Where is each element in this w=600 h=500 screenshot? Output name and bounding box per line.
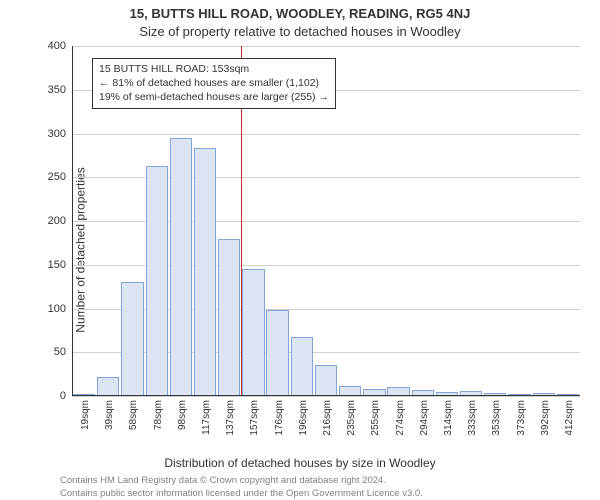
y-tick-label: 350 bbox=[32, 84, 72, 96]
y-tick-label: 300 bbox=[32, 128, 72, 140]
x-tick-label: 235sqm bbox=[346, 396, 357, 436]
y-tick-label: 400 bbox=[32, 40, 72, 52]
plot-border-bottom bbox=[72, 395, 580, 396]
bar bbox=[170, 138, 192, 396]
bar bbox=[242, 269, 264, 396]
bar bbox=[194, 148, 216, 396]
y-tick-label: 150 bbox=[32, 259, 72, 271]
x-tick-label: 137sqm bbox=[225, 396, 236, 436]
x-tick-label: 274sqm bbox=[395, 396, 406, 436]
x-tick-label: 157sqm bbox=[249, 396, 260, 436]
annotation-box: 15 BUTTS HILL ROAD: 153sqm ← 81% of deta… bbox=[92, 58, 336, 109]
y-tick-label: 100 bbox=[32, 303, 72, 315]
x-tick-label: 196sqm bbox=[298, 396, 309, 436]
annotation-line3: 19% of semi-detached houses are larger (… bbox=[99, 90, 329, 104]
x-tick-label: 294sqm bbox=[419, 396, 430, 436]
x-tick-label: 98sqm bbox=[177, 396, 188, 430]
y-tick-label: 250 bbox=[32, 171, 72, 183]
chart-title-sub: Size of property relative to detached ho… bbox=[0, 24, 600, 39]
plot-area: 050100150200250300350400 19sqm39sqm58sqm… bbox=[72, 46, 580, 396]
plot-border-left bbox=[72, 46, 73, 396]
x-tick-label: 412sqm bbox=[564, 396, 575, 436]
x-tick-label: 314sqm bbox=[443, 396, 454, 436]
x-axis-label: Distribution of detached houses by size … bbox=[0, 456, 600, 470]
x-tick-label: 78sqm bbox=[153, 396, 164, 430]
bar bbox=[121, 282, 143, 396]
footer-line1: Contains HM Land Registry data © Crown c… bbox=[60, 475, 423, 487]
x-tick-label: 333sqm bbox=[467, 396, 478, 436]
chart-title-main: 15, BUTTS HILL ROAD, WOODLEY, READING, R… bbox=[0, 6, 600, 21]
bar bbox=[291, 337, 313, 396]
y-tick-label: 200 bbox=[32, 215, 72, 227]
x-tick-label: 117sqm bbox=[201, 396, 212, 435]
bar bbox=[97, 377, 119, 396]
x-tick-label: 216sqm bbox=[322, 396, 333, 436]
annotation-line2: ← 81% of detached houses are smaller (1,… bbox=[99, 76, 329, 90]
x-tick-label: 373sqm bbox=[516, 396, 527, 436]
bar bbox=[218, 239, 240, 397]
bar bbox=[315, 365, 337, 397]
bar bbox=[146, 166, 168, 396]
x-tick-label: 39sqm bbox=[104, 396, 115, 430]
bar bbox=[266, 310, 288, 396]
annotation-line1: 15 BUTTS HILL ROAD: 153sqm bbox=[99, 62, 329, 76]
y-tick-label: 0 bbox=[32, 390, 72, 402]
footer-line2: Contains public sector information licen… bbox=[60, 488, 423, 500]
x-tick-label: 392sqm bbox=[540, 396, 551, 436]
y-tick-label: 50 bbox=[32, 346, 72, 358]
x-tick-label: 255sqm bbox=[370, 396, 381, 436]
x-tick-label: 176sqm bbox=[274, 396, 285, 436]
x-tick-label: 353sqm bbox=[491, 396, 502, 436]
footer-attribution: Contains HM Land Registry data © Crown c… bbox=[60, 475, 423, 500]
x-tick-label: 58sqm bbox=[128, 396, 139, 430]
x-tick-label: 19sqm bbox=[80, 396, 91, 430]
